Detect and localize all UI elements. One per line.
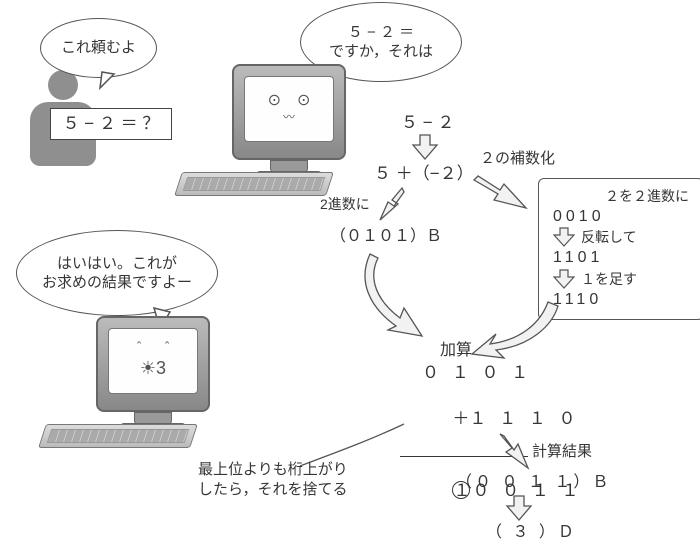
result-binary: （０ ０ １ １）Ｂ <box>456 472 611 494</box>
arrow-down-1 <box>412 133 438 161</box>
comp-step2: １を足す <box>581 270 637 289</box>
arrow-to-binary <box>378 186 412 226</box>
arrow-to-result-bin <box>494 432 534 472</box>
speech-bubble-pc1-text: ５ − ２ ＝ ですか，それは <box>329 23 433 62</box>
monitor-pc1: ⊙ ⊙〰 <box>232 64 346 181</box>
label-complement: ２の補数化 <box>480 149 555 169</box>
comp-l2: 1101 <box>553 247 693 269</box>
pc2-line1: はいはい。これが <box>57 255 177 272</box>
addition-title: 加算 <box>440 340 472 362</box>
comp-arrow2-row: １を足す <box>553 269 693 289</box>
complement-box: ２を２進数に 0010 反転して 1101 １を足す 1110 <box>538 178 700 320</box>
diagram-canvas: ５ − ２ ＝ ？ これ頼むよ ５ − ２ ＝ ですか，それは ⊙ ⊙〰 ５ −… <box>0 0 700 551</box>
speech-bubble-person-text: これ頼むよ <box>61 38 136 58</box>
arrow-to-complement <box>470 174 530 218</box>
comp-step1: 反転して <box>581 228 637 247</box>
pc2-face-icon: ＾ ＾☀3 <box>108 328 198 394</box>
add-plus: ＋ <box>452 409 469 428</box>
comp-l3: 1110 <box>553 289 693 311</box>
arrow-merge-left <box>350 250 430 340</box>
comp-arrow1-row: 反転して <box>553 227 693 247</box>
arrow-down-mini-2 <box>553 269 575 289</box>
bubble-tail-person <box>98 70 118 90</box>
speech-bubble-pc2-text: はいはい。これが お求めの結果ですよー <box>42 254 192 293</box>
arrow-to-result-dec <box>506 494 532 522</box>
speech-bubble-person: これ頼むよ <box>40 18 157 78</box>
monitor-pc2: ＾ ＾☀3 <box>96 316 210 433</box>
binary-5: （０１０１）Ｂ <box>330 226 442 248</box>
comp-l1: 0010 <box>553 206 693 228</box>
keyboard-pc1 <box>174 172 334 196</box>
expr-start: ５ − ２ <box>401 112 454 135</box>
pc1-line1: ５ − ２ ＝ <box>348 24 414 41</box>
pc2-line2: お求めの結果ですよー <box>42 274 192 291</box>
label-result: 計算結果 <box>532 442 592 462</box>
arrow-merge-right <box>470 300 560 360</box>
pc1-line2: ですか，それは <box>329 43 433 60</box>
arrow-down-mini-1 <box>553 227 575 247</box>
comp-title: ２を２進数に <box>553 187 693 206</box>
expr-sum: ５ ＋（−２） <box>374 163 474 186</box>
overflow-note: 最上位よりも桁上がり したら，それを捨てる <box>198 460 348 501</box>
add-row1: ０ １ ０ １ <box>400 362 583 385</box>
result-decimal: （ ３ ）Ｄ <box>486 522 577 544</box>
label-to-binary: 2進数に <box>320 195 370 214</box>
problem-card: ５ − ２ ＝ ？ <box>50 108 172 140</box>
pc1-face-icon: ⊙ ⊙〰 <box>244 76 334 142</box>
keyboard-pc2 <box>38 424 198 448</box>
speech-bubble-pc2: はいはい。これが お求めの結果ですよー <box>16 230 218 316</box>
problem-card-text: ５ − ２ ＝ ？ <box>63 113 160 136</box>
add-row2-digits: １ １ １ ０ <box>469 409 579 428</box>
